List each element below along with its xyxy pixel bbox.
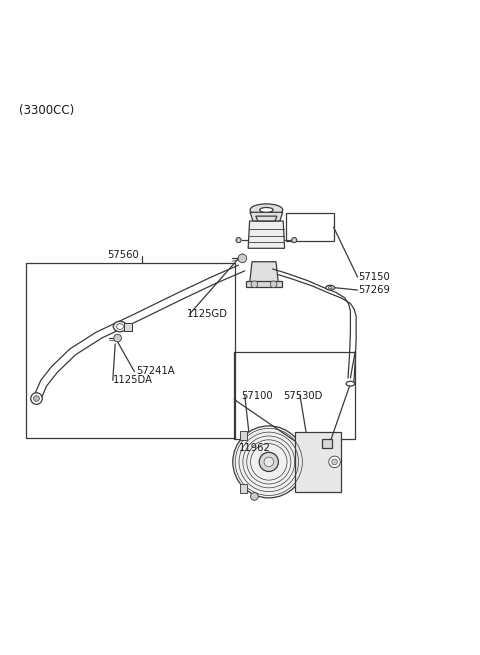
Ellipse shape xyxy=(346,381,355,386)
Ellipse shape xyxy=(113,321,127,332)
Circle shape xyxy=(329,456,340,468)
Polygon shape xyxy=(124,323,132,331)
Circle shape xyxy=(233,426,305,498)
Text: 1125GD: 1125GD xyxy=(187,309,228,319)
Circle shape xyxy=(270,281,277,288)
Polygon shape xyxy=(256,216,277,221)
Circle shape xyxy=(238,254,247,263)
Circle shape xyxy=(292,238,297,242)
Text: 57560: 57560 xyxy=(107,250,139,261)
Ellipse shape xyxy=(326,286,335,290)
Polygon shape xyxy=(248,221,285,248)
Ellipse shape xyxy=(117,324,123,329)
Text: 57100: 57100 xyxy=(241,390,273,401)
Circle shape xyxy=(34,396,39,402)
Circle shape xyxy=(251,281,258,288)
Circle shape xyxy=(236,238,241,242)
Text: 57150: 57150 xyxy=(359,272,390,282)
Polygon shape xyxy=(250,212,283,221)
Ellipse shape xyxy=(250,204,283,216)
Bar xyxy=(246,282,282,287)
Circle shape xyxy=(264,457,274,467)
Polygon shape xyxy=(240,431,247,440)
Polygon shape xyxy=(250,262,278,284)
Text: 57530D: 57530D xyxy=(283,390,323,401)
Ellipse shape xyxy=(328,286,332,289)
Text: 11962: 11962 xyxy=(239,443,271,453)
Ellipse shape xyxy=(292,238,297,242)
Text: 57269: 57269 xyxy=(359,284,390,295)
Circle shape xyxy=(332,459,337,465)
Text: 1125DA: 1125DA xyxy=(113,375,153,385)
Bar xyxy=(295,432,341,492)
Ellipse shape xyxy=(260,208,273,212)
Ellipse shape xyxy=(236,238,241,242)
Circle shape xyxy=(251,493,258,500)
Bar xyxy=(286,214,334,241)
Circle shape xyxy=(259,453,278,472)
Bar xyxy=(322,439,332,447)
Text: 57241A: 57241A xyxy=(136,366,174,376)
Polygon shape xyxy=(240,483,247,493)
Text: (3300CC): (3300CC) xyxy=(19,104,74,117)
Circle shape xyxy=(114,334,121,342)
Circle shape xyxy=(31,393,42,404)
